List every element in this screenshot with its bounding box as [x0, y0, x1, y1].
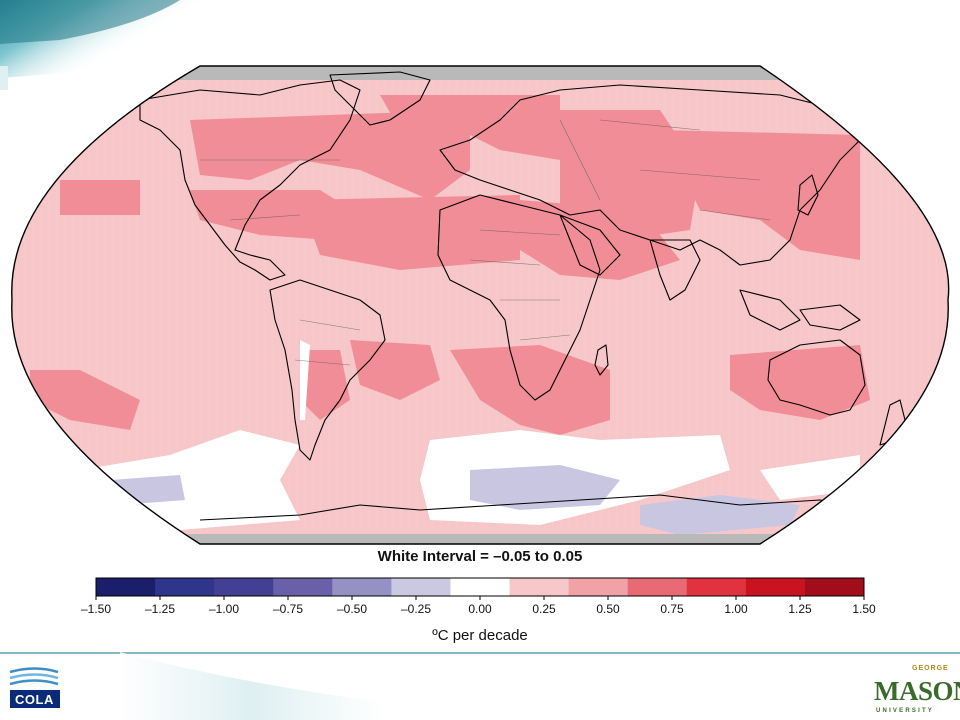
- map-border: [11, 65, 950, 545]
- arctic-cap: [11, 66, 949, 80]
- colorbar-swatch: [745, 578, 806, 596]
- colorbar-tick-label: 1.25: [788, 602, 812, 616]
- colorbar-swatch: [509, 578, 570, 596]
- colorbar-swatch: [273, 578, 333, 596]
- world-map: [11, 65, 950, 545]
- colorbar-tick-label: –1.50: [81, 602, 111, 616]
- colorbar-tick-label: –0.25: [401, 602, 431, 616]
- antarctic-cap: [11, 534, 949, 544]
- colorbar-tick-label: 0.75: [660, 602, 684, 616]
- colorbar-swatch: [568, 578, 629, 596]
- colorbar-swatch: [686, 578, 747, 596]
- colorbar-tick-label: –1.25: [145, 602, 175, 616]
- header-decoration: [0, 0, 330, 90]
- white-interval-caption: White Interval = –0.05 to 0.05: [378, 548, 583, 565]
- colorbar-swatch: [155, 578, 215, 596]
- colorbar-tick-label: –0.50: [337, 602, 367, 616]
- colorbar-swatch: [627, 578, 688, 596]
- colorbar-tick-label: 0.50: [596, 602, 620, 616]
- colorbar-swatch: [214, 578, 274, 596]
- colorbar-tick-label: 1.00: [724, 602, 748, 616]
- colorbar-swatch: [332, 578, 392, 596]
- borders: [200, 119, 771, 366]
- colorbar-tick-label: 0.00: [468, 602, 492, 616]
- colorbar-tick-label: 1.50: [852, 602, 876, 616]
- footer-decoration: [0, 652, 960, 720]
- mason-logo-word: MASON: [874, 676, 960, 706]
- cool-regions: [110, 465, 800, 535]
- colorbar: –1.50 –1.25 –1.00 –0.75 –0.50 –0.25 0.00 0.25 0.…: [81, 577, 876, 616]
- cola-logo-text: COLA: [12, 692, 57, 707]
- colorbar-tick-label: –1.00: [209, 602, 239, 616]
- mason-logo-george: GEORGE: [912, 665, 949, 672]
- colorbar-swatch: [804, 578, 865, 596]
- mason-logo-university: UNIVERSITY: [876, 708, 935, 714]
- colorbar-tick-label: 0.25: [532, 602, 556, 616]
- colorbar-unit-label: ºC per decade: [432, 627, 528, 644]
- colorbar-swatch: [450, 578, 511, 596]
- warm-regions: [30, 95, 870, 435]
- colorbar-tick-label: –0.75: [273, 602, 303, 616]
- colorbar-swatch: [96, 578, 156, 596]
- colorbar-swatch: [391, 578, 451, 596]
